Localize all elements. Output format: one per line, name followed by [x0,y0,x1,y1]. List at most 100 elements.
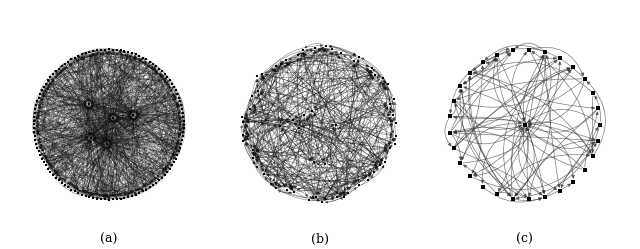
FancyArrowPatch shape [319,139,394,197]
FancyArrowPatch shape [42,56,131,150]
FancyArrowPatch shape [45,90,147,187]
FancyArrowPatch shape [116,118,175,153]
FancyArrowPatch shape [545,55,560,187]
FancyArrowPatch shape [35,93,40,106]
FancyArrowPatch shape [48,51,102,82]
FancyArrowPatch shape [106,53,129,197]
FancyArrowPatch shape [370,166,384,179]
FancyArrowPatch shape [32,123,34,133]
FancyArrowPatch shape [61,61,147,68]
FancyArrowPatch shape [82,140,90,193]
FancyArrowPatch shape [317,52,342,194]
FancyArrowPatch shape [77,60,132,113]
FancyArrowPatch shape [69,140,89,185]
FancyArrowPatch shape [515,198,541,201]
FancyArrowPatch shape [260,78,393,135]
FancyArrowPatch shape [333,52,378,163]
FancyArrowPatch shape [244,57,296,119]
Point [166,163,177,167]
FancyArrowPatch shape [278,81,381,187]
Point [51,176,61,180]
FancyArrowPatch shape [104,160,173,198]
FancyArrowPatch shape [36,130,125,195]
FancyArrowPatch shape [42,116,131,150]
Point [84,195,95,199]
FancyArrowPatch shape [244,138,307,198]
Point [31,103,42,107]
FancyArrowPatch shape [129,71,157,193]
FancyArrowPatch shape [88,52,111,135]
FancyArrowPatch shape [81,58,132,112]
Point [134,54,145,58]
FancyArrowPatch shape [115,120,134,193]
FancyArrowPatch shape [36,134,99,196]
FancyArrowPatch shape [42,96,86,103]
FancyArrowPatch shape [44,92,86,106]
FancyArrowPatch shape [104,51,179,99]
Point [385,146,395,150]
FancyArrowPatch shape [134,118,156,180]
FancyArrowPatch shape [35,80,49,122]
FancyArrowPatch shape [301,49,330,54]
FancyArrowPatch shape [91,107,154,181]
FancyArrowPatch shape [244,125,253,155]
FancyArrowPatch shape [36,125,157,179]
FancyArrowPatch shape [274,123,291,186]
FancyArrowPatch shape [127,53,182,133]
FancyArrowPatch shape [164,74,177,95]
FancyArrowPatch shape [89,53,100,101]
FancyArrowPatch shape [280,67,284,124]
FancyArrowPatch shape [36,118,111,125]
Point [35,92,45,96]
FancyArrowPatch shape [69,116,131,185]
FancyArrowPatch shape [88,50,132,54]
FancyArrowPatch shape [118,56,131,193]
FancyArrowPatch shape [44,83,47,88]
FancyArrowPatch shape [183,131,185,137]
FancyArrowPatch shape [256,106,388,153]
FancyArrowPatch shape [109,86,170,142]
FancyArrowPatch shape [287,62,390,115]
FancyArrowPatch shape [318,50,380,163]
FancyArrowPatch shape [76,146,105,189]
FancyArrowPatch shape [456,150,542,195]
FancyArrowPatch shape [473,48,582,77]
FancyArrowPatch shape [106,52,117,115]
FancyArrowPatch shape [461,124,522,160]
FancyArrowPatch shape [37,129,154,181]
FancyArrowPatch shape [252,112,335,196]
FancyArrowPatch shape [93,79,164,136]
FancyArrowPatch shape [90,140,94,194]
Point [520,123,530,126]
Point [174,96,184,100]
FancyArrowPatch shape [105,82,167,197]
FancyArrowPatch shape [58,107,88,175]
FancyArrowPatch shape [40,53,100,146]
FancyArrowPatch shape [36,122,164,172]
FancyArrowPatch shape [97,53,131,113]
FancyArrowPatch shape [42,63,65,91]
FancyArrowPatch shape [38,142,81,192]
FancyArrowPatch shape [49,74,161,165]
FancyArrowPatch shape [245,99,262,172]
FancyArrowPatch shape [104,54,123,196]
FancyArrowPatch shape [44,117,131,155]
Point [41,163,51,167]
FancyArrowPatch shape [49,106,179,164]
Point [29,115,39,119]
FancyArrowPatch shape [244,69,274,115]
FancyArrowPatch shape [43,60,141,154]
FancyArrowPatch shape [38,146,88,195]
FancyArrowPatch shape [114,53,122,115]
FancyArrowPatch shape [136,115,181,130]
FancyArrowPatch shape [145,80,166,187]
FancyArrowPatch shape [282,49,326,124]
FancyArrowPatch shape [463,62,591,91]
FancyArrowPatch shape [40,103,131,121]
FancyArrowPatch shape [511,55,543,196]
FancyArrowPatch shape [105,121,113,196]
FancyArrowPatch shape [585,127,598,167]
FancyArrowPatch shape [113,118,132,197]
FancyArrowPatch shape [109,143,165,170]
FancyArrowPatch shape [36,119,111,129]
